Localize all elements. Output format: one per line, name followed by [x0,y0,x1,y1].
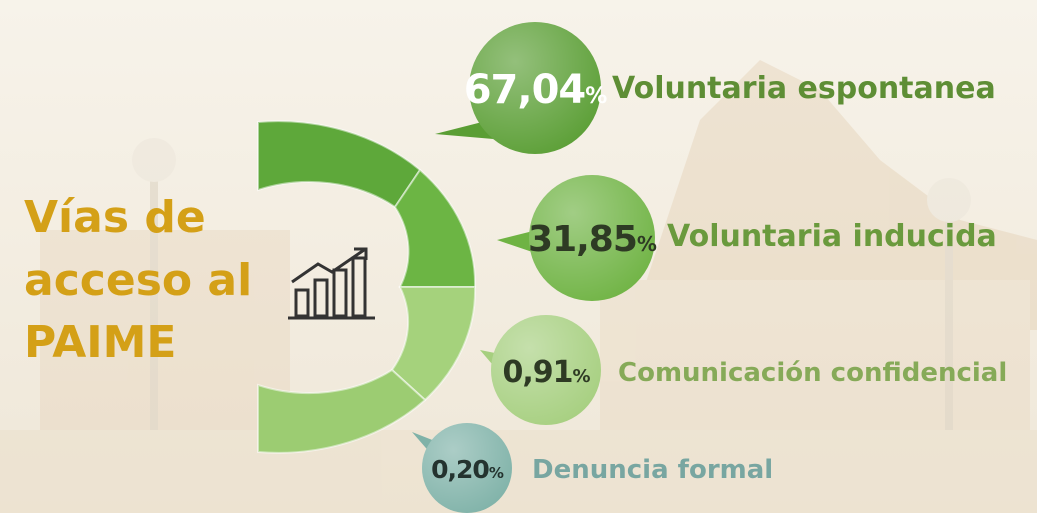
percent-unit: % [572,366,590,387]
half-donut [257,120,477,454]
bubble [480,315,601,425]
title-line: acceso al [24,255,252,306]
percent-value: 0,91 [502,355,572,390]
bubble [497,175,655,301]
donut-segment [257,368,427,454]
title-line: Vías de [24,192,206,243]
percent-value: 67,04 [464,67,586,113]
chart-icon [288,247,375,320]
percent-unit: % [637,232,657,256]
item-label: Comunicación confidencial [618,358,1007,388]
title-line: PAIME [24,317,176,368]
percent: 31,85% [528,219,657,260]
percent: 0,20% [431,455,504,484]
percent-value: 31,85 [528,219,637,260]
item-label: Denuncia formal [532,455,773,485]
bubble [412,423,512,513]
item-label: Voluntaria espontanea [612,71,996,106]
percent-unit: % [585,84,607,109]
percent-unit: % [489,464,504,482]
percent-value: 0,20 [431,455,489,484]
background-scenery [0,60,1037,513]
percent: 67,04% [464,67,608,113]
percent: 0,91% [502,355,590,390]
item-label: Voluntaria inducida [667,219,997,254]
bubble [435,22,601,154]
